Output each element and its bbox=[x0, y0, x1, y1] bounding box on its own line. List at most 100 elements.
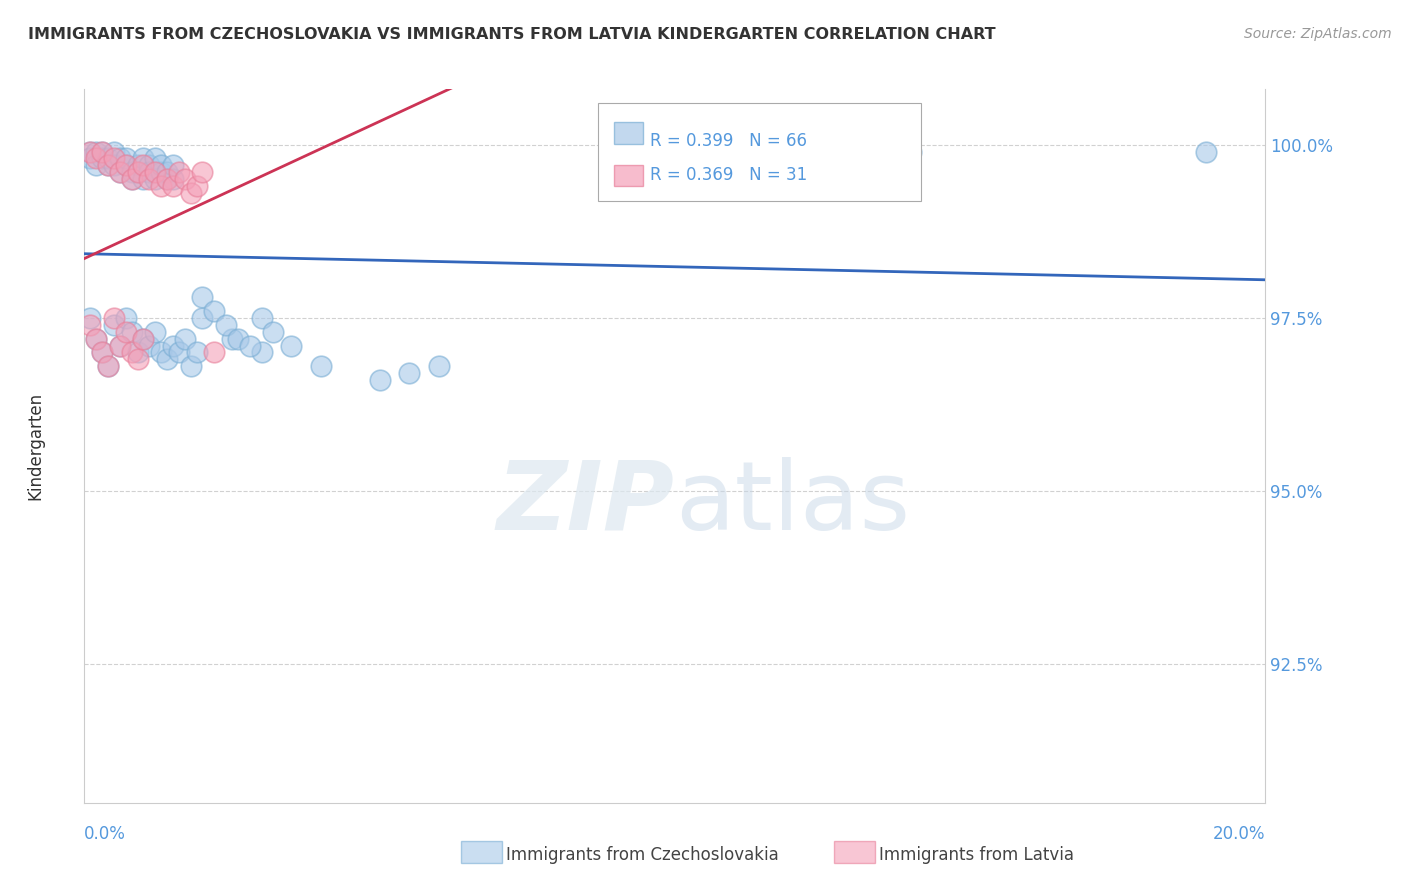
Point bbox=[121, 345, 143, 359]
Point bbox=[156, 165, 179, 179]
Point bbox=[221, 332, 243, 346]
Point bbox=[202, 345, 225, 359]
Point bbox=[114, 325, 136, 339]
Point bbox=[173, 172, 195, 186]
Text: 0.0%: 0.0% bbox=[84, 825, 127, 843]
Point bbox=[143, 172, 166, 186]
Point bbox=[121, 172, 143, 186]
Point bbox=[167, 345, 190, 359]
Text: Kindergarten: Kindergarten bbox=[27, 392, 44, 500]
Point bbox=[132, 332, 155, 346]
Point bbox=[127, 165, 149, 179]
Point bbox=[309, 359, 332, 374]
Point bbox=[103, 152, 125, 166]
Point bbox=[138, 172, 160, 186]
Point bbox=[150, 179, 173, 194]
Point bbox=[108, 152, 131, 166]
Point bbox=[127, 352, 149, 367]
Point bbox=[191, 290, 214, 304]
Text: atlas: atlas bbox=[675, 457, 910, 549]
Point bbox=[103, 145, 125, 159]
Point bbox=[103, 318, 125, 332]
Point bbox=[79, 310, 101, 325]
Point bbox=[156, 172, 179, 186]
Point bbox=[97, 158, 120, 172]
Point bbox=[132, 158, 155, 172]
Text: 20.0%: 20.0% bbox=[1213, 825, 1265, 843]
Point bbox=[127, 158, 149, 172]
Point bbox=[91, 152, 114, 166]
Point bbox=[280, 338, 302, 352]
Point bbox=[1195, 145, 1218, 159]
Text: Immigrants from Czechoslovakia: Immigrants from Czechoslovakia bbox=[506, 846, 779, 863]
Point bbox=[202, 304, 225, 318]
Point bbox=[91, 345, 114, 359]
Point bbox=[150, 165, 173, 179]
Point bbox=[121, 172, 143, 186]
Point bbox=[114, 152, 136, 166]
Point bbox=[156, 352, 179, 367]
Point bbox=[84, 145, 107, 159]
Point bbox=[114, 158, 136, 172]
Point bbox=[143, 165, 166, 179]
Point bbox=[156, 172, 179, 186]
Text: IMMIGRANTS FROM CZECHOSLOVAKIA VS IMMIGRANTS FROM LATVIA KINDERGARTEN CORRELATIO: IMMIGRANTS FROM CZECHOSLOVAKIA VS IMMIGR… bbox=[28, 27, 995, 42]
Point bbox=[84, 332, 107, 346]
Point bbox=[121, 325, 143, 339]
Point bbox=[250, 310, 273, 325]
Point bbox=[900, 145, 922, 159]
Point bbox=[132, 152, 155, 166]
Point bbox=[97, 158, 120, 172]
Point bbox=[97, 359, 120, 374]
Point bbox=[91, 345, 114, 359]
Point bbox=[91, 145, 114, 159]
Point bbox=[162, 179, 184, 194]
Point bbox=[143, 325, 166, 339]
Point bbox=[91, 145, 114, 159]
Point bbox=[186, 345, 208, 359]
Point bbox=[398, 366, 420, 380]
Point bbox=[191, 310, 214, 325]
Point bbox=[108, 338, 131, 352]
Point bbox=[79, 318, 101, 332]
Point bbox=[150, 345, 173, 359]
Point bbox=[162, 172, 184, 186]
Point bbox=[79, 145, 101, 159]
Point bbox=[368, 373, 391, 387]
Point bbox=[79, 145, 101, 159]
Point bbox=[215, 318, 238, 332]
Point bbox=[132, 172, 155, 186]
Point bbox=[97, 359, 120, 374]
Point bbox=[103, 158, 125, 172]
Point bbox=[239, 338, 262, 352]
Point bbox=[79, 152, 101, 166]
Point bbox=[427, 359, 450, 374]
Point bbox=[138, 338, 160, 352]
Point bbox=[114, 310, 136, 325]
Text: R = 0.369   N = 31: R = 0.369 N = 31 bbox=[650, 166, 807, 184]
Point bbox=[138, 165, 160, 179]
Point bbox=[186, 179, 208, 194]
Point bbox=[138, 158, 160, 172]
Text: ZIP: ZIP bbox=[496, 457, 675, 549]
Point bbox=[150, 158, 173, 172]
Point bbox=[162, 338, 184, 352]
Point bbox=[162, 158, 184, 172]
Point bbox=[108, 165, 131, 179]
Point bbox=[84, 152, 107, 166]
Point bbox=[167, 165, 190, 179]
Point bbox=[84, 158, 107, 172]
Point bbox=[97, 152, 120, 166]
Point bbox=[121, 165, 143, 179]
Point bbox=[84, 332, 107, 346]
Point bbox=[173, 332, 195, 346]
Point bbox=[127, 165, 149, 179]
Point bbox=[127, 345, 149, 359]
Point bbox=[143, 152, 166, 166]
Text: R = 0.399   N = 66: R = 0.399 N = 66 bbox=[650, 132, 807, 150]
Point bbox=[180, 359, 202, 374]
Point bbox=[226, 332, 249, 346]
Point bbox=[103, 310, 125, 325]
Point bbox=[108, 165, 131, 179]
Point bbox=[180, 186, 202, 201]
